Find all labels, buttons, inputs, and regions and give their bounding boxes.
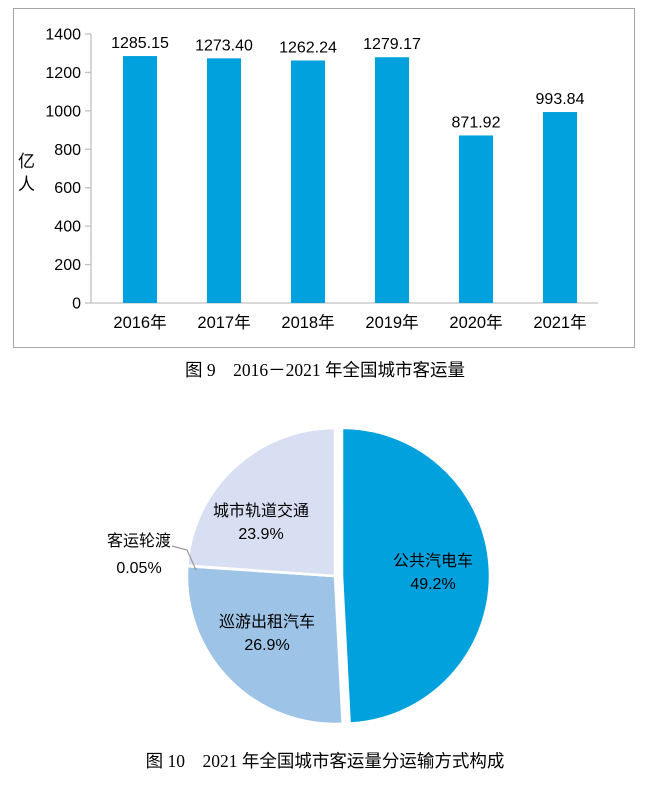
pie-label-rail-pct: 23.9% bbox=[238, 526, 284, 543]
bar-value-label: 1262.24 bbox=[279, 39, 337, 56]
bar-2016年 bbox=[123, 56, 157, 303]
y-axis-unit-label: 亿人 bbox=[18, 152, 35, 194]
pie-label-bus-pct: 49.2% bbox=[410, 576, 456, 593]
pie-label-bus: 公共汽电车 49.2% bbox=[358, 550, 508, 596]
pie-chart bbox=[171, 426, 492, 726]
x-category-label: 2018年 bbox=[281, 313, 334, 332]
bar-2021年 bbox=[543, 112, 577, 303]
bar-value-label: 871.92 bbox=[452, 114, 501, 131]
pie-label-bus-name: 公共汽电车 bbox=[392, 553, 473, 570]
pie-label-ferry: 客运轮渡 0.05% bbox=[101, 528, 177, 582]
bar-value-label: 993.84 bbox=[536, 91, 585, 108]
x-category-label: 2017年 bbox=[197, 313, 250, 332]
pie-slice-城市轨道交通 bbox=[186, 426, 337, 578]
figure10-caption: 图 10 2021 年全国城市客运量分运输方式构成 bbox=[145, 751, 505, 771]
pie-label-ferry-name: 客运轮渡 bbox=[106, 533, 171, 550]
bar-2019年 bbox=[375, 57, 409, 304]
x-category-label: 2020年 bbox=[449, 313, 502, 332]
y-tick-label: 600 bbox=[54, 180, 81, 197]
bar-value-label: 1285.15 bbox=[111, 35, 169, 52]
pie-label-taxi-name: 巡游出租汽车 bbox=[218, 614, 315, 631]
y-tick-label: 1400 bbox=[45, 27, 81, 44]
x-category-label: 2021年 bbox=[533, 313, 586, 332]
bar-value-label: 1279.17 bbox=[363, 36, 421, 53]
x-category-label: 2019年 bbox=[365, 313, 418, 332]
bar-2020年 bbox=[459, 135, 493, 303]
y-tick-label: 400 bbox=[54, 219, 81, 236]
ferry-leader-line bbox=[171, 545, 197, 571]
pie-slice-公共汽电车 bbox=[340, 426, 492, 725]
y-tick-label: 1000 bbox=[45, 103, 81, 120]
pie-label-ferry-pct: 0.05% bbox=[116, 560, 162, 577]
x-category-label: 2016年 bbox=[113, 313, 166, 332]
y-tick-label: 200 bbox=[54, 257, 81, 274]
bar-2017年 bbox=[207, 58, 241, 303]
bar-2018年 bbox=[291, 60, 325, 303]
pie-label-taxi: 巡游出租汽车 26.9% bbox=[192, 611, 342, 657]
y-tick-label: 1200 bbox=[45, 65, 81, 82]
bar-value-label: 1273.40 bbox=[195, 37, 253, 54]
pie-label-rail-name: 城市轨道交通 bbox=[212, 503, 309, 520]
y-tick-label: 0 bbox=[72, 296, 81, 313]
pie-slice-巡游出租汽车 bbox=[185, 564, 344, 726]
bar-chart: 0 200 400 600 800 1000 1200 1400 1285.15 2016年 127… bbox=[45, 27, 598, 332]
y-tick-label: 800 bbox=[54, 142, 81, 159]
pie-label-rail: 城市轨道交通 23.9% bbox=[186, 500, 336, 546]
figure9-frame: 0 200 400 600 800 1000 1200 1400 1285.15 2016年 127… bbox=[13, 8, 635, 348]
figure9-caption: 图 9 2016－2021 年全国城市客运量 bbox=[185, 360, 465, 380]
pie-label-taxi-pct: 26.9% bbox=[244, 637, 290, 654]
